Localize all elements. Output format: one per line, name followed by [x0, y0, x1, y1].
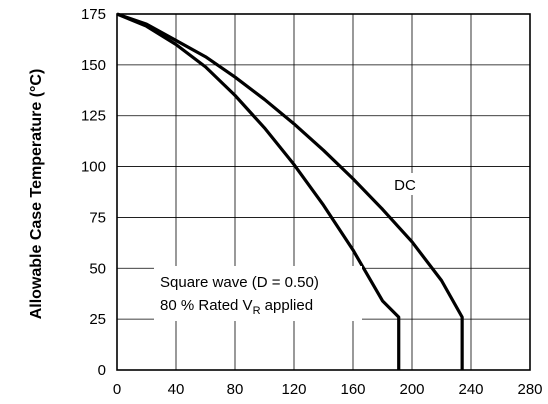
x-tick-label: 80 — [227, 381, 244, 398]
x-tick-label: 200 — [399, 381, 424, 398]
x-tick-label: 160 — [340, 381, 365, 398]
y-tick-label: 175 — [81, 6, 106, 23]
square-wave-curve — [116, 12, 401, 370]
x-tick-label: 40 — [168, 381, 185, 398]
square-wave-label-line2-prefix: 80 % Rated V — [160, 297, 253, 314]
y-tick-label: 100 — [81, 159, 106, 176]
x-tick-label: 0 — [113, 381, 121, 398]
y-tick-label: 0 — [98, 362, 106, 379]
y-tick-label: 75 — [89, 209, 106, 226]
square-wave-label-line2: 80 % Rated VR applied — [160, 297, 313, 317]
y-tick-label: 125 — [81, 108, 106, 125]
x-tick-labels: 0 40 80 120 160 200 240 280 — [113, 381, 543, 398]
square-wave-label-background — [154, 266, 362, 321]
x-tick-label: 240 — [458, 381, 483, 398]
plot-frame — [116, 13, 531, 371]
y-tick-labels: 0 25 50 75 100 125 150 175 — [81, 6, 106, 379]
x-tick-label: 280 — [517, 381, 542, 398]
dc-series-label: DC — [394, 177, 416, 194]
dc-label-background — [387, 173, 423, 195]
y-tick-label: 50 — [89, 260, 106, 277]
square-wave-label-line2-suffix: applied — [261, 297, 314, 314]
y-tick-label: 150 — [81, 57, 106, 74]
square-wave-label-subscript: R — [253, 305, 261, 317]
square-wave-label-line1: Square wave (D = 0.50) — [160, 274, 319, 291]
x-tick-label: 120 — [281, 381, 306, 398]
y-axis-title: Allowable Case Temperature (°C) — [28, 69, 45, 320]
series-curves — [116, 12, 464, 370]
y-tick-label: 25 — [89, 311, 106, 328]
dc-curve — [116, 12, 464, 370]
